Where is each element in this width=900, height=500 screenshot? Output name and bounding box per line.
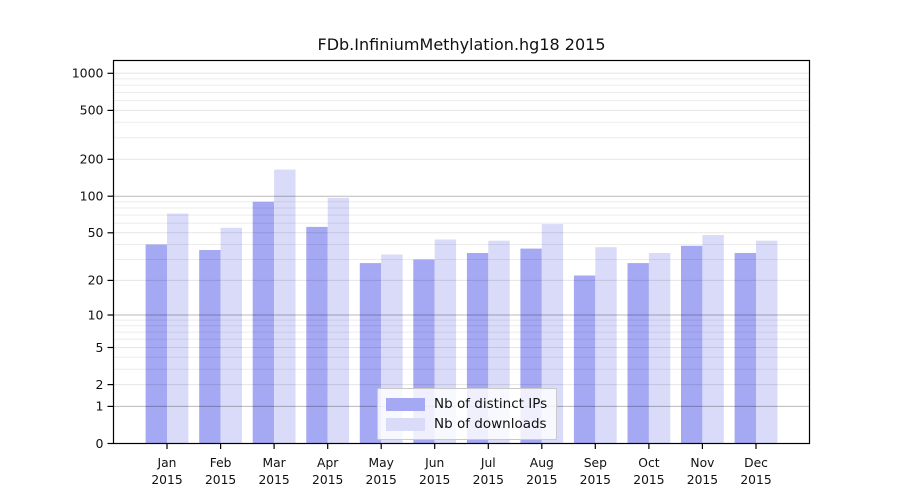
y-tick-label: 0 bbox=[96, 436, 104, 451]
bar-downloads bbox=[595, 247, 617, 444]
x-tick-label-year: 2015 bbox=[258, 473, 289, 487]
x-tick-label-month: May bbox=[368, 456, 393, 470]
x-tick-label-year: 2015 bbox=[151, 473, 182, 487]
bar-distinct-ips bbox=[306, 226, 328, 444]
legend-swatch-downloads bbox=[386, 417, 425, 431]
bar-downloads bbox=[648, 253, 671, 444]
plot-border bbox=[112, 59, 811, 445]
y-tick-label: 1000 bbox=[72, 66, 104, 81]
bar-distinct-ips bbox=[359, 263, 382, 444]
x-tick-label-month: Jan bbox=[157, 456, 177, 470]
x-tick-label-year: 2015 bbox=[205, 473, 236, 487]
y-tick-label: 200 bbox=[80, 152, 104, 167]
legend-item-downloads: Nb of downloads bbox=[386, 414, 547, 434]
legend: Nb of distinct IPs Nb of downloads bbox=[377, 388, 558, 440]
chart-title: FDb.InfiniumMethylation.hg18 2015 bbox=[317, 35, 606, 54]
x-tick-label-year: 2015 bbox=[740, 473, 771, 487]
x-tick-label-year: 2015 bbox=[526, 473, 557, 487]
x-tick-label-month: Mar bbox=[262, 456, 286, 470]
x-tick-label-month: Nov bbox=[690, 456, 714, 470]
x-tick-label-year: 2015 bbox=[419, 473, 450, 487]
bar-downloads bbox=[274, 169, 296, 444]
x-tick-label-month: Dec bbox=[744, 456, 768, 470]
bar-distinct-ips bbox=[252, 201, 275, 444]
x-tick-label-month: Apr bbox=[317, 456, 339, 470]
bar-downloads bbox=[220, 227, 242, 444]
x-tick-label-month: Feb bbox=[210, 456, 232, 470]
y-tick-label: 5 bbox=[96, 340, 104, 355]
legend-label-distinct-ips: Nb of distinct IPs bbox=[434, 396, 548, 412]
x-tick-label-year: 2015 bbox=[473, 473, 504, 487]
x-tick-label-month: Oct bbox=[638, 456, 659, 470]
bar-distinct-ips bbox=[145, 244, 167, 444]
bar-distinct-ips bbox=[573, 275, 596, 444]
y-tick-label: 500 bbox=[80, 103, 104, 118]
x-tick-label-month: Jul bbox=[480, 456, 496, 470]
bar-downloads bbox=[167, 213, 189, 444]
bar-distinct-ips bbox=[627, 263, 649, 444]
y-tick-label: 1 bbox=[96, 399, 104, 414]
x-tick-label-year: 2015 bbox=[366, 473, 397, 487]
bar-downloads bbox=[756, 240, 778, 444]
x-tick-label-year: 2015 bbox=[633, 473, 664, 487]
legend-swatch-distinct-ips bbox=[386, 397, 425, 411]
y-tick-label: 2 bbox=[96, 377, 104, 392]
x-tick-label-year: 2015 bbox=[312, 473, 343, 487]
legend-item-distinct-ips: Nb of distinct IPs bbox=[386, 394, 547, 414]
bar-downloads bbox=[702, 235, 724, 444]
x-tick-label-month: Aug bbox=[530, 456, 554, 470]
y-tick-label: 50 bbox=[88, 225, 104, 240]
bar-distinct-ips bbox=[199, 250, 221, 444]
x-tick-label-year: 2015 bbox=[687, 473, 718, 487]
y-tick-label: 10 bbox=[88, 307, 104, 322]
legend-label-downloads: Nb of downloads bbox=[434, 416, 547, 432]
y-tick-label: 100 bbox=[80, 189, 104, 204]
bar-distinct-ips bbox=[681, 245, 703, 444]
bar-distinct-ips bbox=[734, 253, 756, 444]
bar-downloads bbox=[327, 197, 350, 444]
x-tick-label-year: 2015 bbox=[580, 473, 611, 487]
y-tick-label: 20 bbox=[88, 273, 104, 288]
x-tick-label-month: Jun bbox=[424, 456, 444, 470]
x-tick-label-month: Sep bbox=[584, 456, 607, 470]
